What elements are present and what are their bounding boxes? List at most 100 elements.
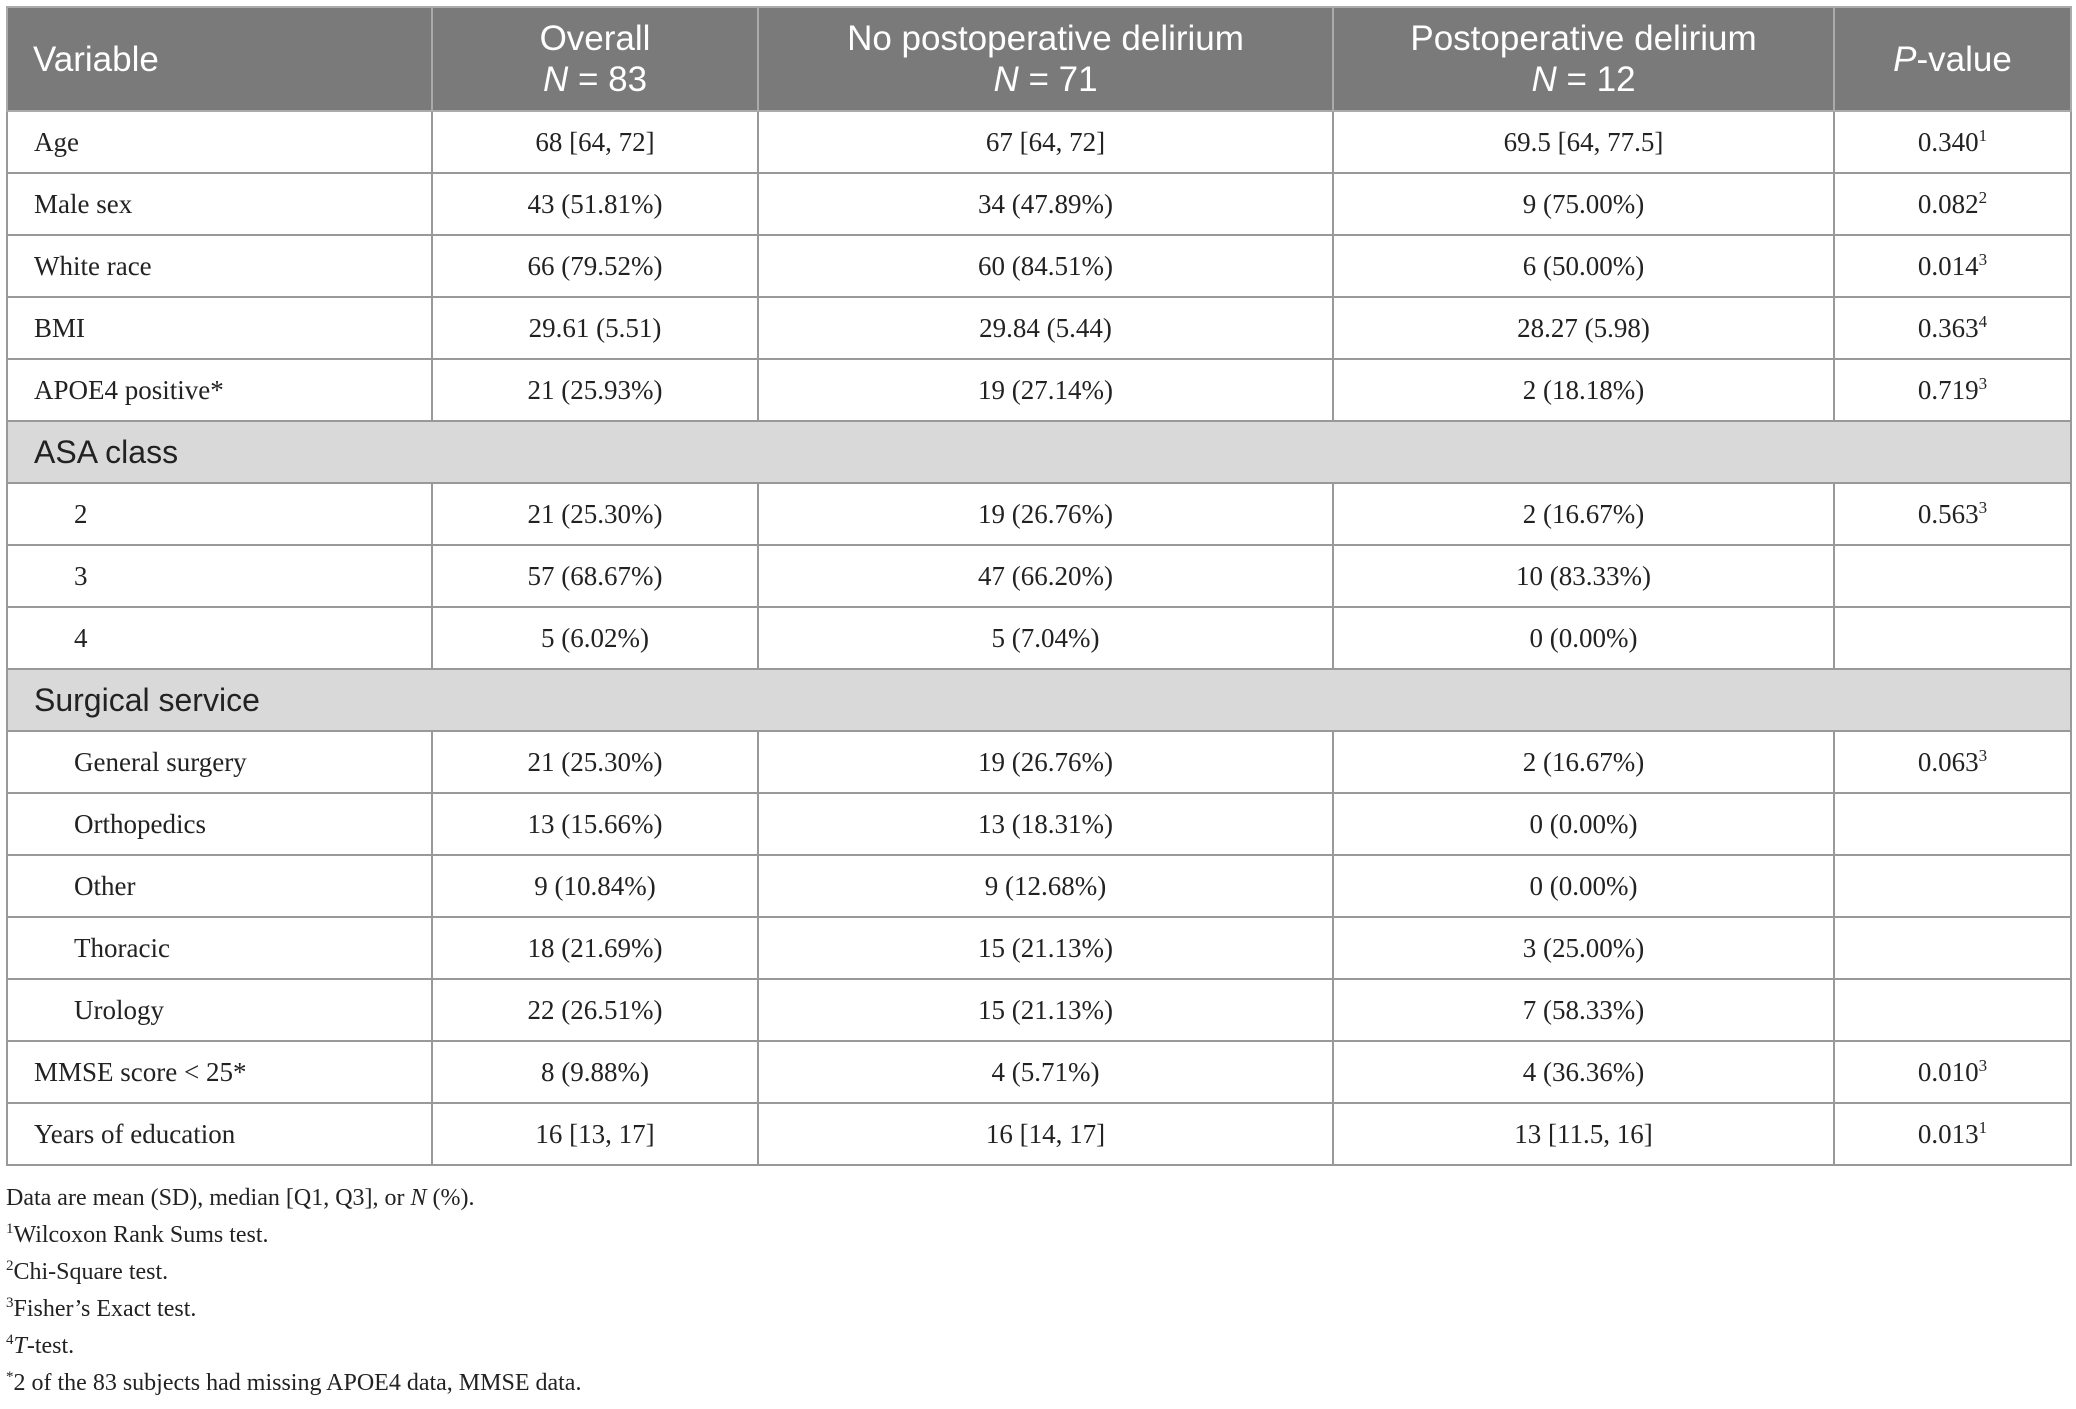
cell-no-delirium: 19 (26.76%) — [757, 482, 1334, 546]
row-label: MMSE score < 25* — [6, 1040, 433, 1104]
section-title: ASA class — [6, 420, 2072, 484]
cell-pvalue — [1833, 792, 2072, 856]
cell-overall: 68 [64, 72] — [431, 110, 759, 174]
row-label: White race — [6, 234, 433, 298]
table-row: Male sex 43 (51.81%) 34 (47.89%) 9 (75.00%)… — [6, 172, 2072, 236]
header-no-delirium: No postoperative delirium N = 71 — [757, 6, 1334, 112]
row-label: Years of education — [6, 1102, 433, 1166]
cell-overall: 16 [13, 17] — [431, 1102, 759, 1166]
cell-delirium: 69.5 [64, 77.5] — [1332, 110, 1835, 174]
row-label: 3 — [6, 544, 433, 608]
cell-overall: 29.61 (5.51) — [431, 296, 759, 360]
cell-pvalue: 0.7193 — [1833, 358, 2072, 422]
footnote-3: 3Fisher’s Exact test. — [6, 1295, 197, 1323]
cell-pvalue: 0.0633 — [1833, 730, 2072, 794]
cell-pvalue: 0.0822 — [1833, 172, 2072, 236]
cell-no-delirium: 15 (21.13%) — [757, 978, 1334, 1042]
cell-overall: 22 (26.51%) — [431, 978, 759, 1042]
table-row: General surgery 21 (25.30%) 19 (26.76%) 2 (… — [6, 730, 2072, 794]
cell-no-delirium: 13 (18.31%) — [757, 792, 1334, 856]
cell-pvalue — [1833, 978, 2072, 1042]
cell-delirium: 2 (18.18%) — [1332, 358, 1835, 422]
cell-no-delirium: 60 (84.51%) — [757, 234, 1334, 298]
footnote-1: 1Wilcoxon Rank Sums test. — [6, 1221, 269, 1249]
row-label: Thoracic — [6, 916, 433, 980]
section-asa-class: ASA class — [6, 420, 2072, 484]
table-row: White race 66 (79.52%) 60 (84.51%) 6 (50.00… — [6, 234, 2072, 298]
cell-delirium: 2 (16.67%) — [1332, 482, 1835, 546]
cell-delirium: 4 (36.36%) — [1332, 1040, 1835, 1104]
table-footnotes: Data are mean (SD), median [Q1, Q3], or … — [6, 1180, 2070, 1402]
table-row: 2 21 (25.30%) 19 (26.76%) 2 (16.67%) 0.5633 — [6, 482, 2072, 546]
cell-pvalue — [1833, 544, 2072, 608]
cell-no-delirium: 16 [14, 17] — [757, 1102, 1334, 1166]
table-body: Age 68 [64, 72] 67 [64, 72] 69.5 [64, 77.5]… — [6, 110, 2072, 1166]
cell-delirium: 2 (16.67%) — [1332, 730, 1835, 794]
cell-pvalue: 0.0131 — [1833, 1102, 2072, 1166]
cell-no-delirium: 4 (5.71%) — [757, 1040, 1334, 1104]
cell-pvalue — [1833, 606, 2072, 670]
footnote-data-description: Data are mean (SD), median [Q1, Q3], or … — [6, 1185, 475, 1211]
cell-overall: 8 (9.88%) — [431, 1040, 759, 1104]
cell-pvalue: 0.3401 — [1833, 110, 2072, 174]
cell-overall: 5 (6.02%) — [431, 606, 759, 670]
table-row: Urology 22 (26.51%) 15 (21.13%) 7 (58.33%) — [6, 978, 2072, 1042]
cell-pvalue — [1833, 854, 2072, 918]
cell-delirium: 7 (58.33%) — [1332, 978, 1835, 1042]
cell-overall: 21 (25.30%) — [431, 482, 759, 546]
cell-delirium: 3 (25.00%) — [1332, 916, 1835, 980]
cell-overall: 9 (10.84%) — [431, 854, 759, 918]
cell-no-delirium: 47 (66.20%) — [757, 544, 1334, 608]
header-overall: Overall N = 83 — [431, 6, 759, 112]
demographics-table: Variable Overall N = 83 No postoperative… — [6, 6, 2072, 1166]
cell-pvalue: 0.0103 — [1833, 1040, 2072, 1104]
footnote-4: 4T-test. — [6, 1332, 75, 1360]
row-label: APOE4 positive* — [6, 358, 433, 422]
cell-overall: 66 (79.52%) — [431, 234, 759, 298]
header-pvalue: P-value — [1833, 6, 2072, 112]
section-surgical-service: Surgical service — [6, 668, 2072, 732]
row-label: 4 — [6, 606, 433, 670]
row-label: 2 — [6, 482, 433, 546]
cell-pvalue — [1833, 916, 2072, 980]
header-row: Variable Overall N = 83 No postoperative… — [6, 6, 2072, 112]
cell-overall: 21 (25.93%) — [431, 358, 759, 422]
cell-delirium: 0 (0.00%) — [1332, 854, 1835, 918]
cell-no-delirium: 19 (27.14%) — [757, 358, 1334, 422]
cell-no-delirium: 34 (47.89%) — [757, 172, 1334, 236]
cell-pvalue: 0.3634 — [1833, 296, 2072, 360]
table-row: Years of education 16 [13, 17] 16 [14, 17]… — [6, 1102, 2072, 1166]
footnote-missing-data: *2 of the 83 subjects had missing APOE4 … — [6, 1369, 582, 1397]
cell-no-delirium: 67 [64, 72] — [757, 110, 1334, 174]
table-row: 3 57 (68.67%) 47 (66.20%) 10 (83.33%) — [6, 544, 2072, 608]
cell-delirium: 9 (75.00%) — [1332, 172, 1835, 236]
cell-delirium: 10 (83.33%) — [1332, 544, 1835, 608]
table-row: Age 68 [64, 72] 67 [64, 72] 69.5 [64, 77.5]… — [6, 110, 2072, 174]
table-row: APOE4 positive* 21 (25.93%) 19 (27.14%) 2 (… — [6, 358, 2072, 422]
row-label: Male sex — [6, 172, 433, 236]
cell-delirium: 0 (0.00%) — [1332, 792, 1835, 856]
cell-overall: 57 (68.67%) — [431, 544, 759, 608]
cell-no-delirium: 15 (21.13%) — [757, 916, 1334, 980]
cell-no-delirium: 19 (26.76%) — [757, 730, 1334, 794]
cell-no-delirium: 29.84 (5.44) — [757, 296, 1334, 360]
row-label: Orthopedics — [6, 792, 433, 856]
table-row: Thoracic 18 (21.69%) 15 (21.13%) 3 (25.00%) — [6, 916, 2072, 980]
cell-no-delirium: 5 (7.04%) — [757, 606, 1334, 670]
table-row: Orthopedics 13 (15.66%) 13 (18.31%) 0 (0.00… — [6, 792, 2072, 856]
cell-delirium: 6 (50.00%) — [1332, 234, 1835, 298]
row-label: Other — [6, 854, 433, 918]
row-label: Urology — [6, 978, 433, 1042]
row-label: Age — [6, 110, 433, 174]
cell-delirium: 13 [11.5, 16] — [1332, 1102, 1835, 1166]
table-container: Variable Overall N = 83 No postoperative… — [6, 6, 2072, 1402]
cell-overall: 13 (15.66%) — [431, 792, 759, 856]
table-row: BMI 29.61 (5.51) 29.84 (5.44) 28.27 (5.98) 0… — [6, 296, 2072, 360]
cell-overall: 18 (21.69%) — [431, 916, 759, 980]
table-row: Other 9 (10.84%) 9 (12.68%) 0 (0.00%) — [6, 854, 2072, 918]
cell-overall: 21 (25.30%) — [431, 730, 759, 794]
footnote-2: 2Chi-Square test. — [6, 1258, 169, 1286]
cell-pvalue: 0.0143 — [1833, 234, 2072, 298]
table-row: MMSE score < 25* 8 (9.88%) 4 (5.71%) 4 (36.… — [6, 1040, 2072, 1104]
